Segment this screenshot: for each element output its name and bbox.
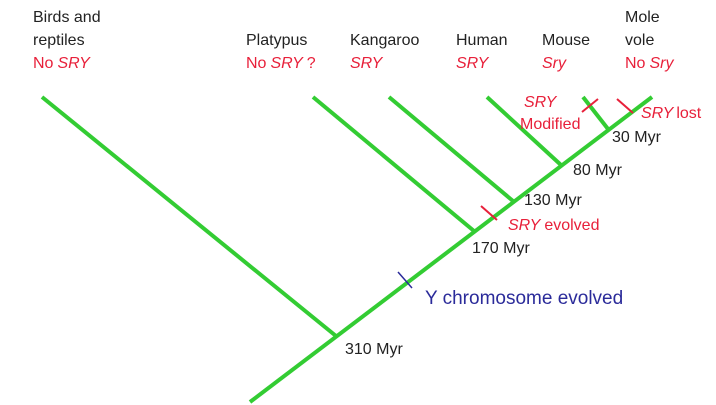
event-label: SRY Modified — [520, 94, 580, 133]
status-part: SRY — [57, 55, 91, 72]
branch — [311, 95, 476, 233]
taxon-status: SRY — [350, 55, 384, 72]
status-part: Sry — [649, 55, 674, 72]
status-part: SRY — [456, 55, 490, 72]
taxon-name: Mouse — [542, 32, 590, 49]
taxon-name: Mole — [625, 9, 660, 26]
status-part: No — [246, 55, 267, 72]
status-part: No — [33, 55, 54, 72]
node-label: 30 Myr — [612, 129, 662, 146]
marker — [397, 271, 413, 289]
branch — [581, 95, 610, 131]
status-part: Sry — [542, 55, 567, 72]
status-part: ? — [307, 55, 316, 72]
branch — [387, 95, 515, 203]
trunk — [248, 95, 654, 404]
node-label: 130 Myr — [524, 192, 582, 209]
event-text: Modified — [520, 116, 580, 133]
marker — [581, 98, 599, 113]
marker — [616, 98, 634, 114]
gene: SRY — [508, 217, 542, 234]
event-text: evolved — [544, 217, 599, 234]
status-part: SRY — [270, 55, 304, 72]
taxon-name: vole — [625, 32, 654, 49]
marker — [480, 205, 498, 221]
taxon-status: Sry — [542, 55, 567, 72]
event-label: Y chromosome evolved — [425, 288, 623, 309]
node-label: 310 Myr — [345, 341, 403, 358]
branch — [40, 95, 338, 338]
taxon-status: No SRY? — [246, 55, 316, 72]
tree-branches — [40, 95, 654, 404]
taxon-name: Platypus — [246, 32, 307, 49]
gene: SRY — [641, 105, 675, 122]
gene: SRY — [524, 94, 558, 111]
event-text: lost — [676, 105, 701, 122]
taxon-status: No SRY — [33, 55, 91, 72]
taxon-status: No Sry — [625, 55, 674, 72]
taxon-name: reptiles — [33, 32, 85, 49]
taxon-status: SRY — [456, 55, 490, 72]
branch — [485, 95, 563, 167]
taxon-name: Human — [456, 32, 508, 49]
taxon-name: Birds and — [33, 9, 101, 26]
node-label: 80 Myr — [573, 162, 623, 179]
status-part: No — [625, 55, 646, 72]
taxon-name: Kangaroo — [350, 32, 419, 49]
event-markers — [397, 98, 634, 289]
status-part: SRY — [350, 55, 384, 72]
event-label: SRY lost — [641, 105, 702, 122]
event-label: SRY evolved — [508, 217, 599, 234]
node-label: 170 Myr — [472, 240, 530, 257]
